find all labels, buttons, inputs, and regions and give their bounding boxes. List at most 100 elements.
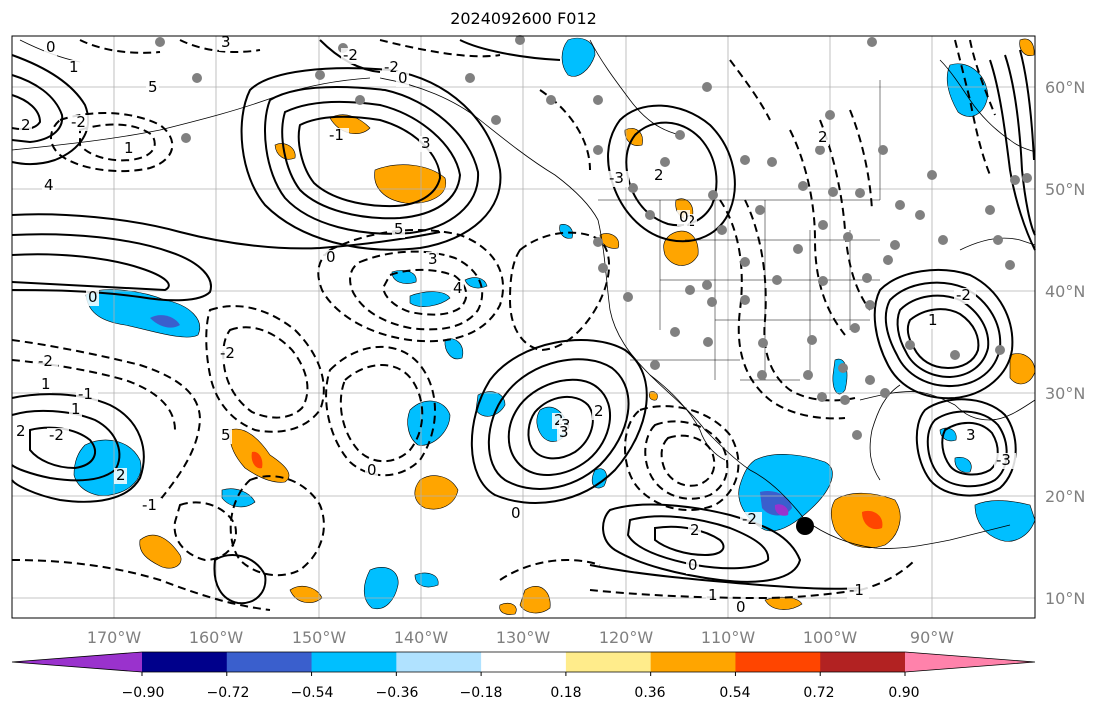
lon-label-170w: 170°W xyxy=(87,628,142,647)
colorbar-segment xyxy=(650,652,736,672)
contour-label: 2 xyxy=(16,422,26,440)
contour-label-bg xyxy=(419,136,432,152)
lon-label-160w: 160°W xyxy=(189,628,244,647)
colorbar-segment xyxy=(226,652,313,672)
contour-label-bg xyxy=(592,404,605,420)
contour-label-bg xyxy=(847,583,869,599)
contour-label: 0 xyxy=(46,38,56,56)
storm-center-marker xyxy=(796,517,814,535)
contour-label: 1 xyxy=(708,586,718,604)
contour-label-bg xyxy=(146,80,159,96)
colorbar-segment xyxy=(820,652,906,672)
contour-label: 2 xyxy=(818,128,828,146)
contour-label: 1 xyxy=(124,139,134,157)
contour-label: 4 xyxy=(453,279,463,297)
contour-label: 0 xyxy=(88,288,98,306)
colorbar-tick-label: −0.36 xyxy=(376,685,419,701)
contour-label: -1 xyxy=(849,581,864,599)
contour-label-bg xyxy=(69,402,82,418)
colorbar-segment xyxy=(481,652,567,672)
contour-label-bg xyxy=(19,118,32,134)
contour-label-bg xyxy=(67,60,80,76)
contour-label-bg xyxy=(954,288,976,304)
lon-label-90w: 90°W xyxy=(910,628,954,647)
colorbar-tick-label: 0.18 xyxy=(550,685,581,701)
contour-label: 4 xyxy=(44,176,54,194)
contour-label-bg xyxy=(42,178,55,194)
lon-label-110w: 110°W xyxy=(701,628,756,647)
lon-label-120w: 120°W xyxy=(599,628,654,647)
contour-label: -2 xyxy=(343,46,358,64)
contour-label-bg xyxy=(392,222,405,238)
contour-label-bg xyxy=(652,168,665,184)
colorbar: −0.90 −0.72 −0.54 −0.36 −0.18 0.18 0.36 … xyxy=(11,651,1036,701)
contour-label: -3 xyxy=(609,169,624,187)
solid-contours xyxy=(11,39,1036,605)
contour-label: 1 xyxy=(41,375,51,393)
contour-label-bg xyxy=(140,498,162,514)
colorbar-tick-label: −0.90 xyxy=(122,685,165,701)
contour-label-bg xyxy=(218,346,240,362)
contour-label-bg xyxy=(677,210,690,226)
contour-label-bg xyxy=(426,252,439,268)
colorbar-tick-label: −0.54 xyxy=(291,685,334,701)
contour-label: 0 xyxy=(511,504,521,522)
contour-label: -1 xyxy=(142,496,157,514)
lat-label-40: 40°N xyxy=(1045,282,1085,301)
colorbar-extend-low xyxy=(12,652,142,672)
colorbar-tick-label: 0.36 xyxy=(634,685,665,701)
latitude-labels: 60°N 50°N 40°N 30°N 20°N 10°N xyxy=(1045,78,1085,608)
contour-label-bg xyxy=(396,71,409,87)
contour-label: -2 xyxy=(71,113,86,131)
contour-label: 2 xyxy=(116,466,126,484)
colorbar-segment xyxy=(311,652,397,672)
coastlines xyxy=(11,39,1036,549)
contour-label: 2 xyxy=(21,116,31,134)
map-panel: 30152-21435034-20-211-12-20232-15230-220… xyxy=(11,33,1036,619)
contour-label: 0 xyxy=(679,208,689,226)
contour-label-bg xyxy=(341,48,363,64)
lon-label-150w: 150°W xyxy=(292,628,347,647)
lat-label-50: 50°N xyxy=(1045,180,1085,199)
contour-label: 0 xyxy=(688,556,698,574)
contour-label-bg xyxy=(816,130,829,146)
contour-label: 3 xyxy=(421,134,431,152)
lon-label-100w: 100°W xyxy=(803,628,858,647)
colorbar-tick-label: 0.72 xyxy=(803,685,834,701)
contour-label: 2 xyxy=(654,166,664,184)
colorbar-extend-high xyxy=(905,652,1035,672)
contour-label-bg xyxy=(964,428,977,444)
contour-label: 3 xyxy=(428,250,438,268)
contour-label-bg xyxy=(926,313,939,329)
colorbar-segments xyxy=(11,651,1036,676)
contour-label: 2 xyxy=(686,212,696,230)
contour-label: 0 xyxy=(398,69,408,87)
map-title: 2024092600 F012 xyxy=(450,9,597,28)
colorbar-tick-label: −0.18 xyxy=(460,685,503,701)
lon-label-140w: 140°W xyxy=(394,628,449,647)
contour-label: 1 xyxy=(69,58,79,76)
contour-label: 0 xyxy=(736,598,746,616)
colorbar-tick-label: −0.72 xyxy=(207,685,250,701)
contour-label-bg xyxy=(14,424,27,440)
colorbar-tick-label: 0.54 xyxy=(719,685,750,701)
station-dots xyxy=(155,35,1032,440)
contour-label: -2 xyxy=(384,58,399,76)
contour-label-bg xyxy=(122,141,135,157)
contour-label: 3 xyxy=(966,426,976,444)
contour-label-bg xyxy=(86,290,99,306)
contour-label-bg xyxy=(688,523,701,539)
contour-label: 2 xyxy=(690,521,700,539)
contour-label-bg xyxy=(706,588,719,604)
contour-label: 3 xyxy=(559,423,569,441)
contour-label-bg xyxy=(44,40,57,56)
contour-label-bg xyxy=(607,171,629,187)
contour-label: 0 xyxy=(326,248,336,266)
contour-label-bg xyxy=(39,377,52,393)
contour-label: -1 xyxy=(78,385,93,403)
shaded-anomaly-regions xyxy=(73,37,1036,615)
contour-label-bg xyxy=(327,128,349,144)
contour-label-bg xyxy=(76,387,98,403)
contour-label: -2 xyxy=(742,510,757,528)
